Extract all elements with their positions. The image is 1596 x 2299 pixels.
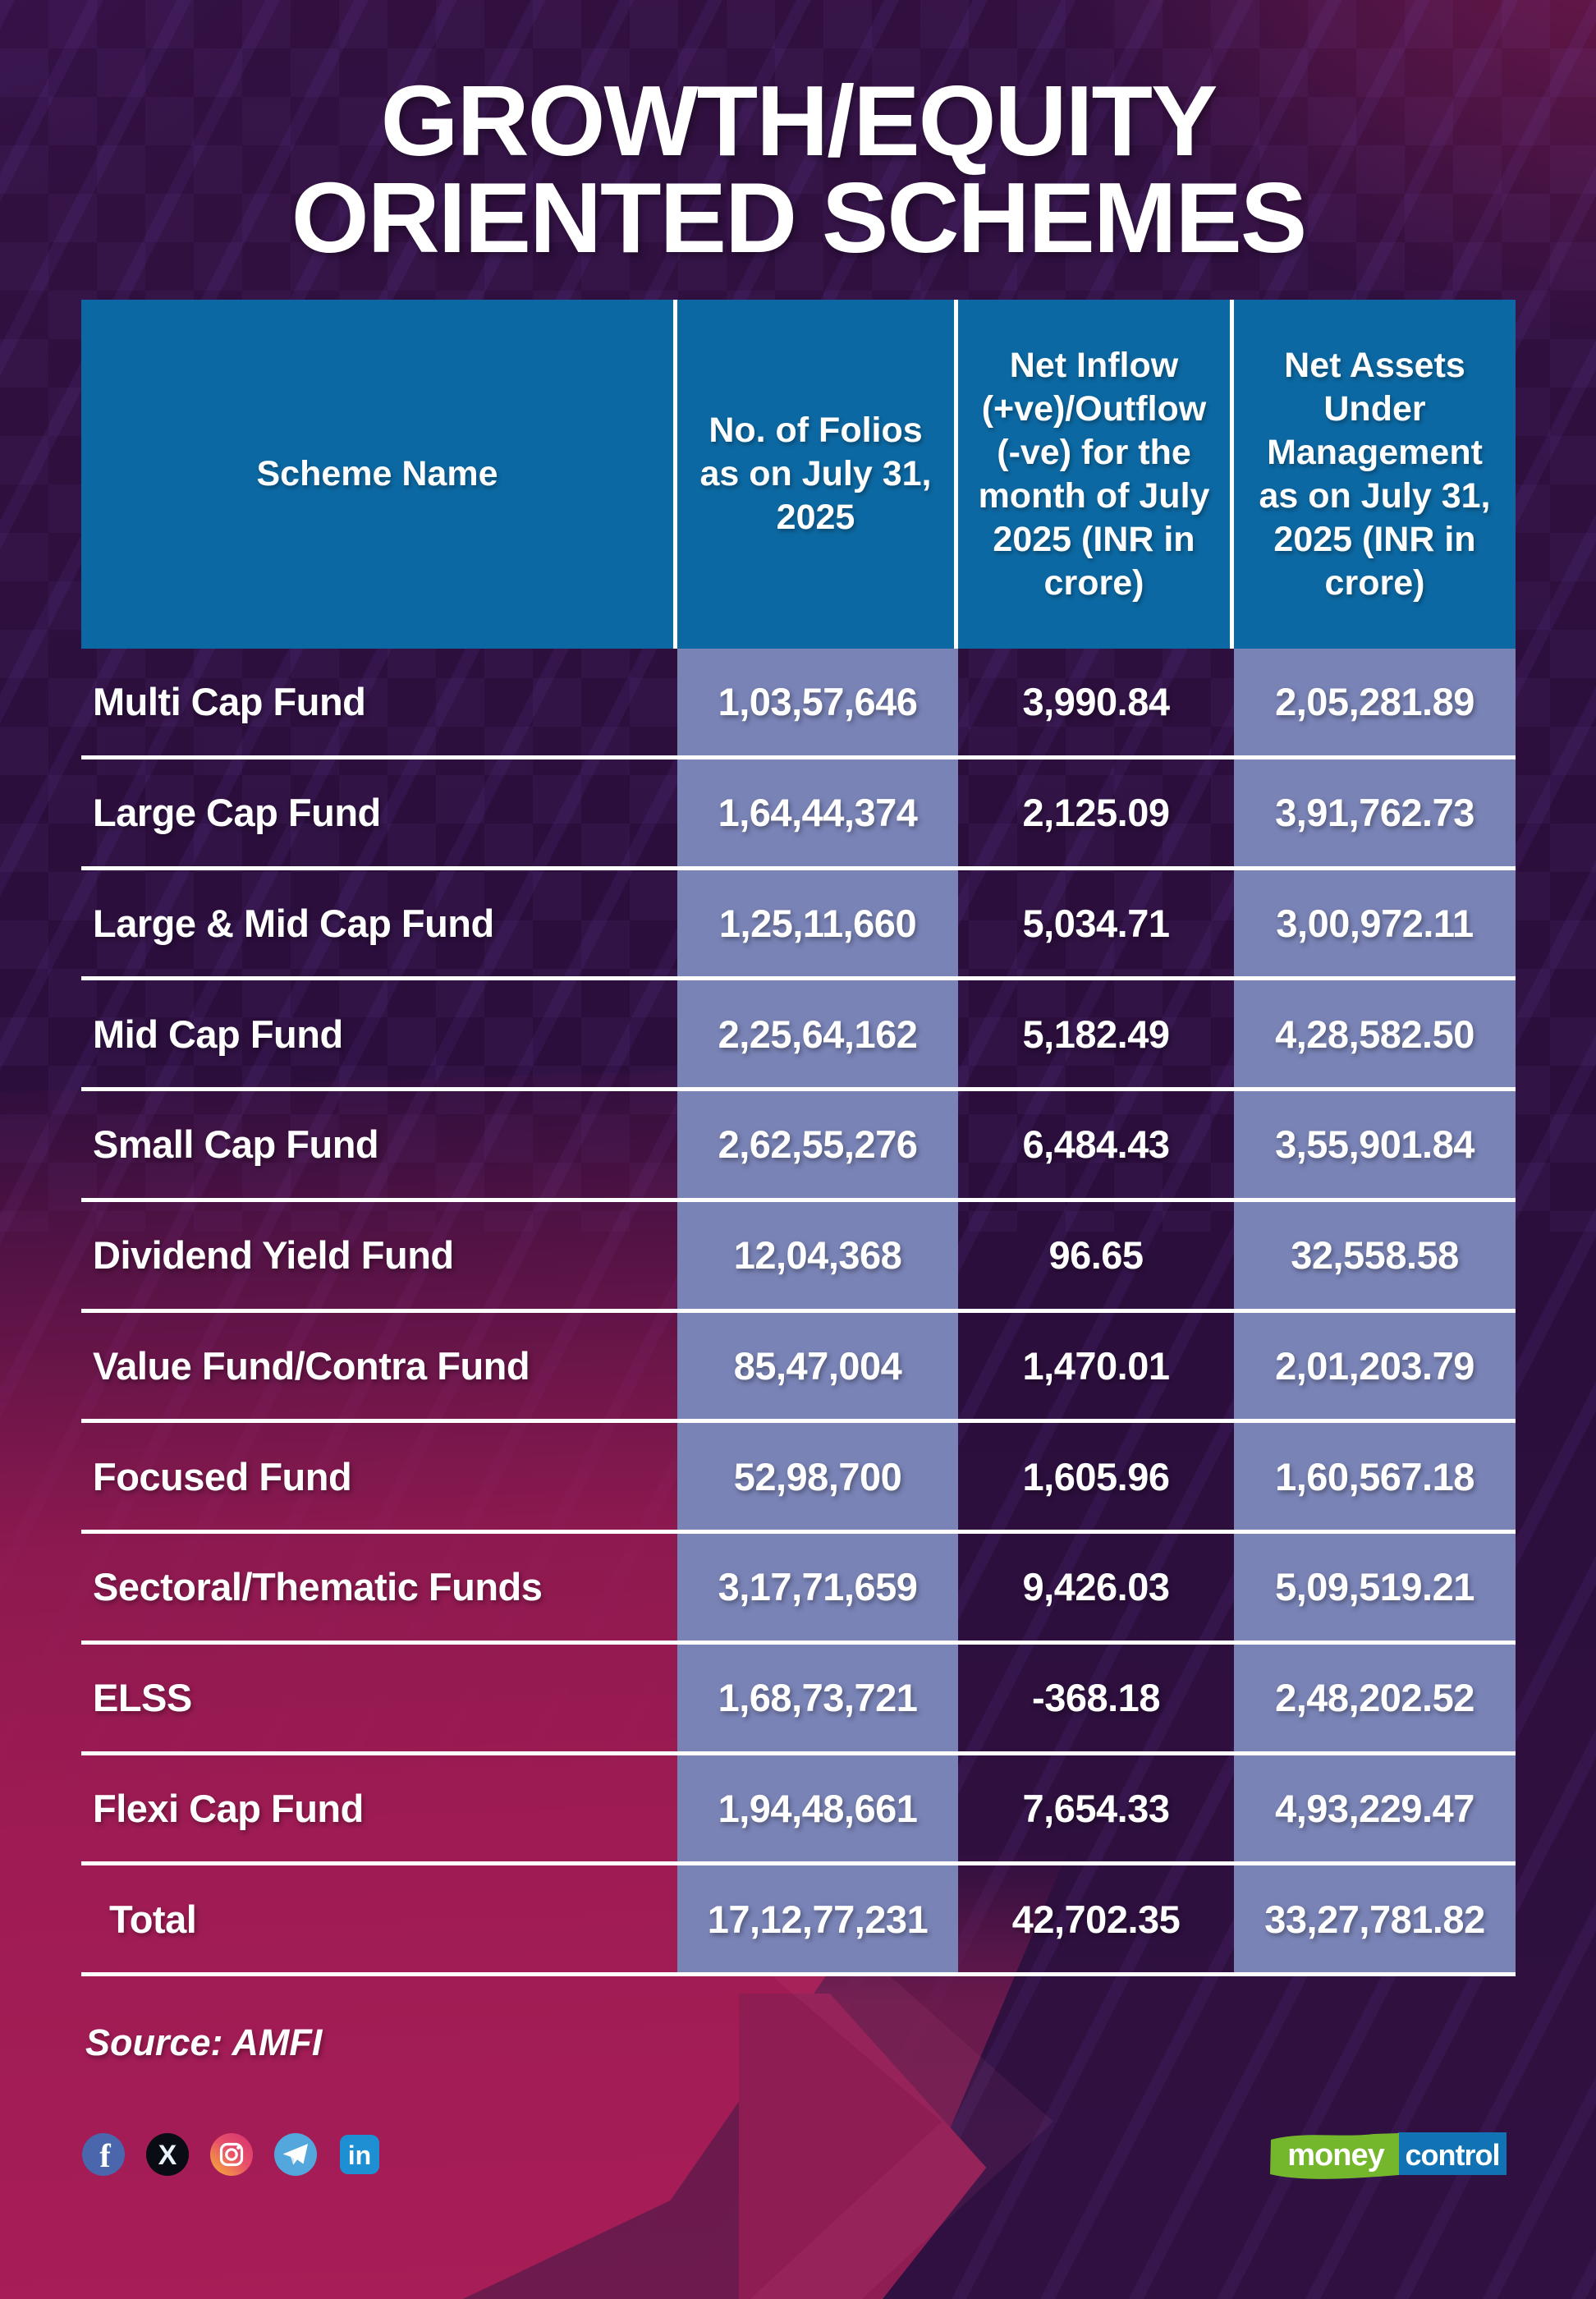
page-title-line1: GROWTH/EQUITY [380,65,1218,177]
table-row: Small Cap Fund 2,62,55,276 6,484.43 3,55… [81,1091,1516,1202]
header-net-inflow: Net Inflow (+ve)/Outflow (-ve) for the m… [958,300,1234,649]
svg-text:control: control [1406,2138,1500,2172]
net-aum-cell: 3,55,901.84 [1234,1091,1516,1202]
net-aum-cell: 5,09,519.21 [1234,1534,1516,1645]
net-inflow-cell: 2,125.09 [958,759,1234,870]
source-note: Source: AMFI [85,2021,323,2063]
scheme-name-cell: Value Fund/Contra Fund [81,1313,677,1424]
net-inflow-cell: 9,426.03 [958,1534,1234,1645]
total-net-inflow-cell: 42,702.35 [958,1865,1234,1976]
folios-cell: 12,04,368 [677,1201,958,1313]
table-row: Multi Cap Fund 1,03,57,646 3,990.84 2,05… [81,649,1516,759]
page-title-line2: ORIENTED SCHEMES [291,162,1308,273]
net-inflow-cell: 96.65 [958,1202,1234,1313]
moneycontrol-logo: money control [1267,2127,1510,2182]
svg-text:X: X [158,2140,177,2171]
net-inflow-cell: -368.18 [958,1645,1234,1755]
table-row: Focused Fund 52,98,700 1,605.96 1,60,567… [81,1423,1516,1534]
header-folios: No. of Folios as on July 31, 2025 [677,300,958,649]
table-row: ELSS 1,68,73,721 -368.18 2,48,202.52 [81,1644,1516,1755]
scheme-name-cell: Flexi Cap Fund [81,1755,677,1866]
net-aum-cell: 4,28,582.50 [1234,980,1516,1091]
scheme-name-cell: Small Cap Fund [81,1091,677,1202]
folios-cell: 1,25,11,660 [677,870,958,981]
x-icon[interactable]: X [146,2133,189,2176]
total-net-aum-cell: 33,27,781.82 [1234,1865,1516,1976]
folios-cell: 1,03,57,646 [677,649,958,759]
table-row: Large & Mid Cap Fund 1,25,11,660 5,034.7… [81,870,1516,981]
net-inflow-cell: 6,484.43 [958,1091,1234,1202]
scheme-name-cell: Dividend Yield Fund [81,1202,677,1313]
folios-cell: 1,94,48,661 [677,1755,958,1866]
table-row: Mid Cap Fund 2,25,64,162 5,182.49 4,28,5… [81,980,1516,1091]
page-title: GROWTH/EQUITY ORIENTED SCHEMES [81,65,1516,273]
folios-cell: 1,68,73,721 [677,1644,958,1755]
table-row: Value Fund/Contra Fund 85,47,004 1,470.0… [81,1312,1516,1424]
net-aum-cell: 2,48,202.52 [1234,1644,1516,1755]
scheme-name-cell: Multi Cap Fund [81,649,677,759]
svg-text:in: in [348,2141,371,2170]
logo-green-wave [1270,2133,1399,2179]
net-aum-cell: 2,05,281.89 [1234,649,1516,759]
logo-blue-block [1398,2132,1507,2175]
table-row: Large Cap Fund 1,64,44,374 2,125.09 3,91… [81,759,1516,870]
total-folios-cell: 17,12,77,231 [677,1865,958,1976]
svg-text:money: money [1287,2138,1384,2173]
net-inflow-cell: 1,605.96 [958,1423,1234,1534]
scheme-name-cell: Mid Cap Fund [81,980,677,1091]
folios-cell: 52,98,700 [677,1423,958,1534]
instagram-icon[interactable] [210,2133,253,2176]
scheme-name-cell: Focused Fund [81,1423,677,1534]
net-inflow-cell: 5,034.71 [958,870,1234,981]
folios-cell: 2,25,64,162 [677,980,958,1091]
table-row: Sectoral/Thematic Funds 3,17,71,659 9,42… [81,1534,1516,1645]
table-row: Dividend Yield Fund 12,04,368 96.65 32,5… [81,1201,1516,1313]
linkedin-icon[interactable]: in [338,2133,381,2176]
svg-text:f: f [99,2137,111,2174]
net-aum-cell: 3,00,972.11 [1234,870,1516,981]
schemes-table: Scheme Name No. of Folios as on July 31,… [81,300,1516,1976]
telegram-icon[interactable] [274,2133,317,2176]
folios-cell: 3,17,71,659 [677,1534,958,1645]
net-inflow-cell: 3,990.84 [958,649,1234,759]
scheme-name-cell: Large & Mid Cap Fund [81,870,677,981]
scheme-name-cell: Large Cap Fund [81,759,677,870]
net-inflow-cell: 5,182.49 [958,980,1234,1091]
folios-cell: 1,64,44,374 [677,759,958,870]
table-header-row: Scheme Name No. of Folios as on July 31,… [81,300,1516,649]
scheme-name-cell: ELSS [81,1645,677,1755]
header-net-aum: Net Assets Under Management as on July 3… [1234,300,1516,649]
net-inflow-cell: 7,654.33 [958,1755,1234,1866]
table-total-row: Total 17,12,77,231 42,702.35 33,27,781.8… [81,1865,1516,1976]
net-inflow-cell: 1,470.01 [958,1313,1234,1424]
facebook-icon[interactable]: f [82,2133,125,2176]
net-aum-cell: 4,93,229.47 [1234,1755,1516,1866]
scheme-name-cell: Sectoral/Thematic Funds [81,1534,677,1645]
folios-cell: 85,47,004 [677,1312,958,1424]
net-aum-cell: 1,60,567.18 [1234,1423,1516,1534]
net-aum-cell: 32,558.58 [1234,1201,1516,1313]
net-aum-cell: 3,91,762.73 [1234,759,1516,870]
social-icons: f X [82,2133,381,2176]
total-label-cell: Total [81,1865,677,1976]
folios-cell: 2,62,55,276 [677,1091,958,1202]
header-scheme-name: Scheme Name [81,300,677,649]
table-row: Flexi Cap Fund 1,94,48,661 7,654.33 4,93… [81,1755,1516,1866]
net-aum-cell: 2,01,203.79 [1234,1312,1516,1424]
